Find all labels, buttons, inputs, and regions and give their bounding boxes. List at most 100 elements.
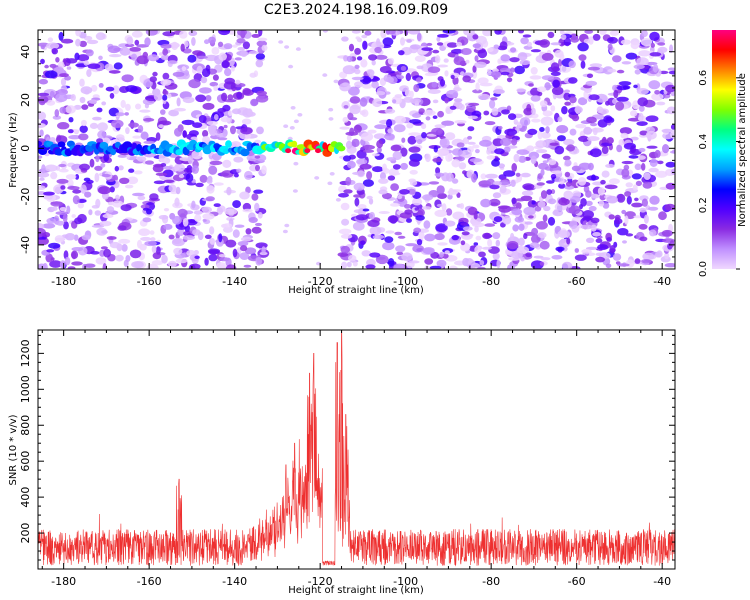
noise-blob [70, 250, 79, 259]
snr-y-tick-label: 1200 [19, 339, 32, 367]
noise-blob [91, 84, 98, 92]
noise-blob [614, 214, 621, 221]
noise-blob [38, 111, 47, 120]
noise-blob [211, 47, 220, 55]
noise-blob [177, 228, 185, 237]
noise-blob [327, 181, 333, 186]
noise-blob [134, 39, 140, 46]
noise-blob [649, 158, 658, 167]
noise-blob [216, 207, 223, 215]
noise-blob [590, 224, 597, 232]
noise-blob [80, 184, 87, 194]
noise-blob [540, 257, 551, 261]
noise-blob [50, 171, 58, 180]
noise-blob [150, 237, 156, 242]
noise-blob [233, 173, 239, 178]
noise-blob [568, 205, 581, 215]
noise-blob [639, 130, 648, 136]
noise-blob [216, 133, 227, 138]
noise-blob [394, 94, 403, 98]
noise-blob [651, 93, 664, 101]
noise-blob [39, 129, 44, 137]
noise-blob [474, 225, 479, 233]
noise-blob [74, 217, 83, 225]
noise-blob [480, 173, 487, 180]
noise-blob [400, 37, 405, 46]
noise-blob [68, 117, 74, 123]
noise-blob [387, 175, 396, 181]
noise-blob [202, 136, 211, 144]
noise-blob [510, 67, 515, 73]
noise-blob [167, 93, 172, 99]
noise-blob [223, 81, 236, 90]
noise-blob [115, 112, 125, 117]
noise-blob [616, 96, 629, 102]
noise-blob [245, 186, 251, 194]
noise-blob [216, 262, 227, 269]
noise-blob [539, 127, 545, 132]
noise-blob [242, 89, 254, 96]
noise-blob [432, 115, 438, 119]
noise-blob [225, 264, 237, 269]
noise-blob [591, 193, 600, 199]
noise-blob [493, 44, 499, 49]
noise-blob [132, 135, 142, 139]
noise-blob [467, 260, 476, 266]
noise-blob [515, 172, 521, 177]
noise-blob [72, 195, 80, 205]
noise-blob [434, 233, 445, 241]
noise-blob [636, 121, 648, 126]
noise-blob [79, 78, 85, 87]
noise-blob [135, 103, 142, 110]
noise-blob [589, 148, 602, 158]
noise-blob [237, 241, 249, 247]
noise-blob [467, 115, 478, 120]
snr-x-tick-label: -60 [568, 575, 586, 588]
noise-blob [412, 244, 425, 253]
noise-blob [492, 181, 502, 186]
noise-blob [380, 30, 387, 39]
noise-blob [198, 115, 207, 123]
noise-blob [392, 99, 397, 104]
signal-blob [57, 141, 66, 148]
noise-blob [520, 256, 525, 262]
noise-blob [375, 54, 388, 60]
noise-blob [382, 192, 392, 200]
noise-blob [484, 232, 491, 237]
noise-blob [182, 48, 192, 54]
noise-blob [231, 108, 242, 115]
noise-blob [606, 195, 618, 204]
noise-blob [547, 216, 556, 226]
noise-blob [412, 113, 422, 118]
noise-blob [460, 222, 468, 226]
noise-blob [222, 159, 232, 168]
noise-blob [585, 246, 598, 250]
noise-blob [424, 72, 437, 77]
noise-blob [237, 30, 247, 36]
noise-blob [415, 215, 425, 221]
noise-blob [140, 131, 149, 140]
noise-blob [125, 85, 138, 93]
noise-blob [174, 127, 182, 137]
noise-blob [421, 123, 427, 130]
noise-blob [101, 230, 108, 234]
noise-blob [654, 90, 660, 95]
noise-blob [226, 186, 232, 196]
noise-blob [490, 97, 498, 101]
noise-blob [494, 148, 505, 155]
noise-blob [536, 149, 548, 154]
noise-blob [83, 35, 93, 41]
noise-blob [55, 93, 68, 103]
noise-blob [664, 203, 675, 211]
noise-blob [177, 208, 188, 218]
noise-blob [44, 164, 58, 172]
spectrogram-y-tick-label: 20 [19, 93, 32, 107]
noise-blob [84, 263, 96, 268]
noise-blob [584, 30, 594, 34]
noise-blob [569, 96, 577, 104]
noise-blob [442, 30, 456, 34]
noise-blob [346, 55, 353, 63]
noise-blob [541, 153, 551, 159]
noise-blob [511, 138, 518, 146]
noise-blob [171, 238, 185, 247]
